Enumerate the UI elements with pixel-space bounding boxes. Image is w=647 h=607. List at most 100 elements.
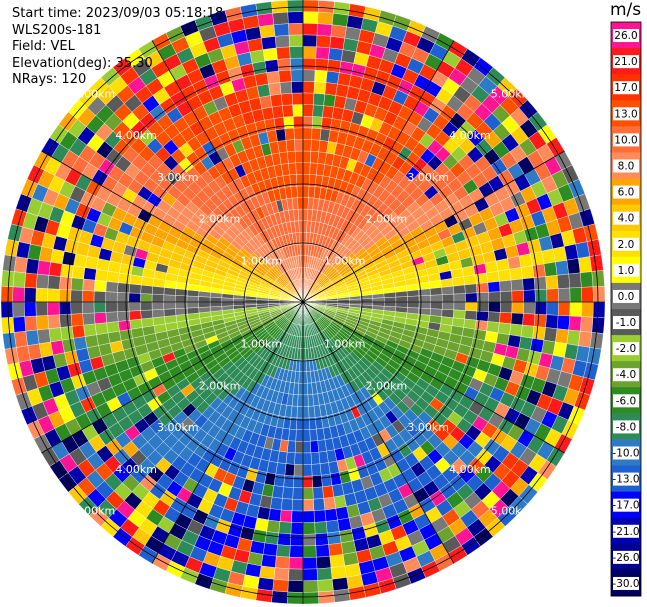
range-ring-label: 4.00km [115,129,157,142]
velocity-gate [302,162,311,175]
velocity-gate [36,273,50,289]
velocity-gate [117,310,130,322]
velocity-gate [329,36,345,50]
velocity-gate [70,277,84,291]
velocity-gate [272,579,289,593]
colorbar-tick-label: 4.0 [618,213,635,225]
velocity-gate [395,296,408,303]
velocity-gate [198,296,211,303]
velocity-gate [116,301,130,312]
velocity-gate [522,313,536,327]
velocity-gate [441,286,454,295]
velocity-gate [384,301,397,308]
velocity-sectors [0,0,606,605]
velocity-gate [24,301,37,317]
velocity-gate [534,301,548,315]
colorbar-tick-label: 17.0 [614,82,637,94]
azimuth-line [151,40,304,303]
velocity-gate [274,555,290,569]
velocity-gate [106,270,120,283]
colorbar-tick-label: -10.0 [612,448,639,460]
velocity-gate [311,463,322,477]
velocity-gate [151,293,164,303]
velocity-gate [314,532,329,546]
velocity-gate [406,289,420,297]
azimuth-line [302,150,565,303]
velocity-gate [331,577,349,591]
range-ring-label: 1.00km [240,338,282,351]
velocity-gate [511,290,524,303]
velocity-gate [556,315,570,331]
velocity-gate [302,475,313,489]
velocity-gate [302,568,318,581]
velocity-gate [37,328,51,344]
range-ring-label: 2.00km [199,213,241,226]
velocity-gate [93,290,106,303]
elevation-text: Elevation(deg): 35.30 [12,55,153,71]
colorbar-title: m/s [610,0,642,20]
colorbar-tick-bg [613,185,639,199]
velocity-gate [292,104,304,117]
velocity-gate [294,452,304,465]
velocity-gate [12,316,26,333]
velocity-gate [297,208,304,221]
velocity-gate [287,580,304,593]
velocity-gate [407,295,420,303]
velocity-gate [273,116,285,131]
range-ring-label: 5.00km [491,505,533,518]
velocity-gate [293,475,304,489]
velocity-gate [278,69,292,83]
velocity-gate [312,104,324,118]
velocity-gate [84,334,99,349]
velocity-gate [292,487,304,500]
velocity-gate [407,301,420,309]
colorbar-tick-bg [613,159,639,173]
velocity-gate [14,256,28,274]
velocity-gate [140,293,153,303]
range-ring-label: 4.00km [449,463,491,476]
velocity-gate [360,298,373,303]
velocity-gate [324,508,338,522]
velocity-gate [533,276,547,291]
velocity-gate [128,292,141,303]
velocity-gate [96,332,111,346]
velocity-gate [70,301,83,315]
velocity-gate [464,310,478,321]
velocity-gate [302,499,315,512]
velocity-gate [499,312,512,325]
range-ring-label: 3.00km [157,171,199,184]
velocity-gate [294,150,304,163]
velocity-gate [331,13,349,27]
velocity-gate [12,271,26,288]
velocity-gate [518,253,533,268]
azimuth-lines [1,0,605,604]
velocity-gate [59,313,73,328]
velocity-gate [291,92,304,105]
velocity-gate [452,309,466,320]
velocity-gate [299,243,304,256]
range-ring-label: 2.00km [199,379,241,392]
velocity-gate [279,151,289,165]
velocity-gate [290,533,304,547]
velocity-gate [273,567,290,581]
velocity-gate [318,450,329,464]
velocity-gate [271,590,288,604]
range-ring-label: 1.00km [324,338,366,351]
range-ring-label: 5.00km [491,87,533,100]
velocity-gate [128,283,142,294]
velocity-gate [316,567,333,581]
field-text: Field: VEL [12,39,75,54]
velocity-gate [558,287,571,303]
velocity-gate [294,139,304,152]
velocity-gate [262,542,278,557]
velocity-gate [316,35,332,49]
velocity-gate [302,522,316,535]
velocity-gate [35,287,48,303]
velocity-gate [82,290,95,303]
velocity-gate [58,289,72,303]
velocity-gate [311,475,323,488]
velocity-gate [430,301,443,310]
velocity-gate [581,286,594,303]
velocity-gate [500,301,513,314]
velocity-gate [523,301,536,315]
